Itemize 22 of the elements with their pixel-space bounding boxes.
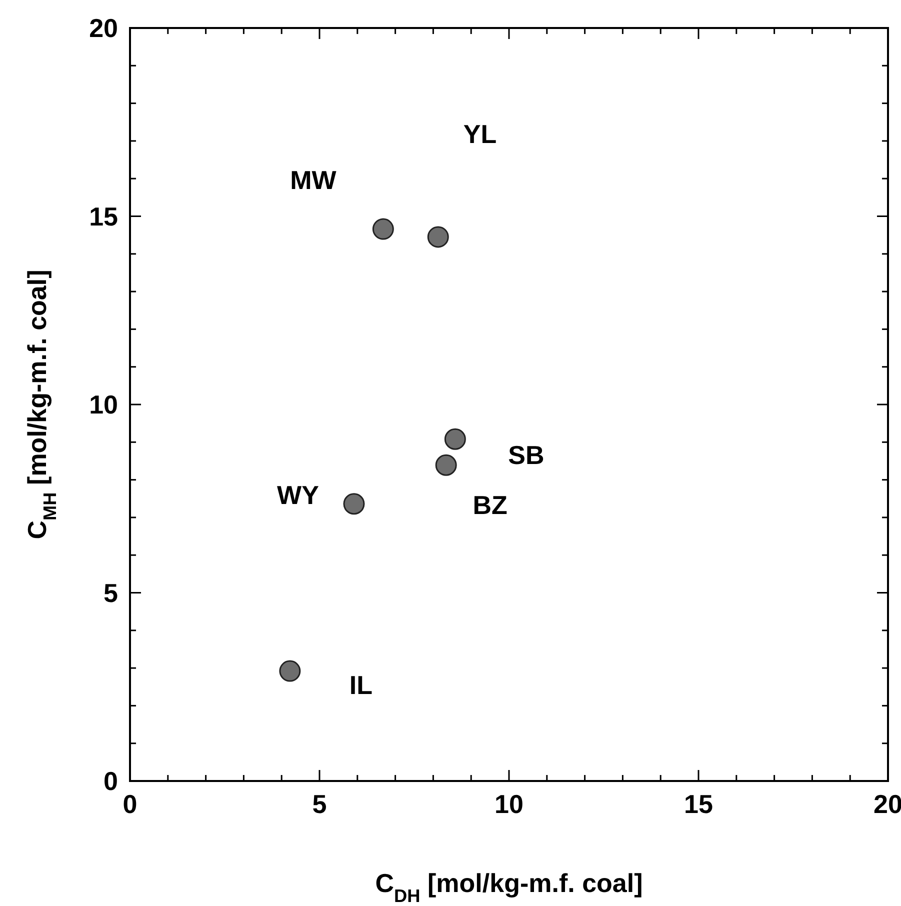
y-tick-label: 10: [89, 390, 118, 420]
y-tick-label: 20: [89, 13, 118, 44]
point: [279, 660, 301, 682]
x-tick-label: 0: [122, 789, 138, 819]
annotation: SB: [508, 440, 544, 470]
annotation: WY: [277, 480, 319, 510]
y-tick-label: 5: [104, 578, 118, 608]
x-tick-label: 15: [684, 789, 713, 819]
point: [435, 454, 457, 476]
x-axis-title: C$_{DH}$ [mol/kg-m.f. coal]: [375, 868, 643, 906]
point: [444, 428, 466, 450]
annotation: IL: [349, 670, 373, 700]
x-tick-label: 5: [312, 789, 327, 819]
point: [343, 493, 365, 515]
y-tick-label: 0: [104, 766, 118, 796]
annotation: YL: [463, 119, 497, 150]
point: [372, 218, 394, 240]
point: [427, 226, 449, 248]
annotation: MW: [290, 165, 337, 196]
annotation: BZ: [472, 490, 508, 520]
x-tick-label: 10: [494, 789, 524, 819]
y-tick-label: 15: [89, 201, 118, 232]
